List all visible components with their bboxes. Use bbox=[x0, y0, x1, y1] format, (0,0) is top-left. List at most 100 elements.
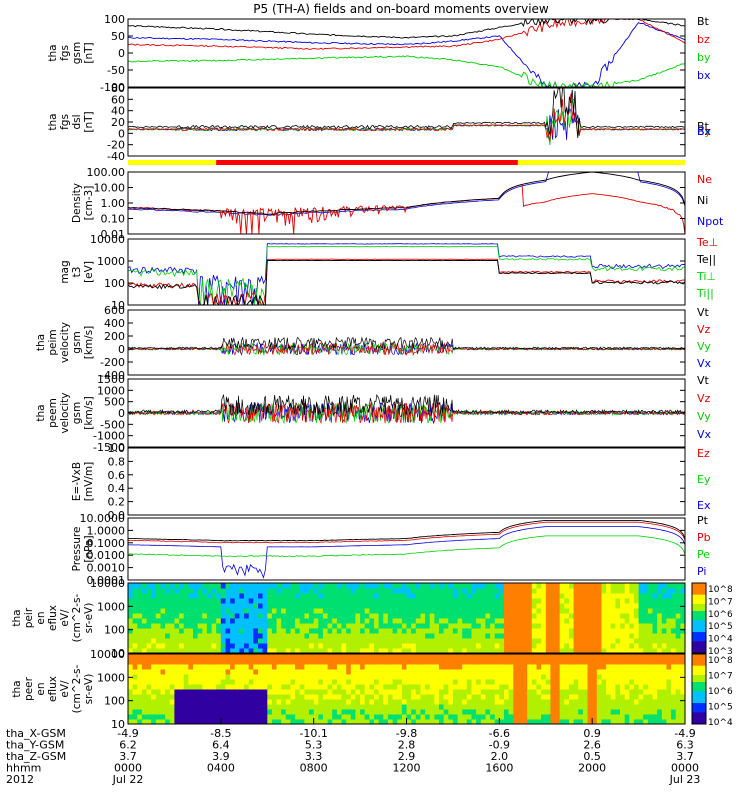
spectrogram-cell bbox=[188, 608, 194, 614]
spectrogram-cell bbox=[132, 638, 138, 644]
spectrogram-cell bbox=[193, 613, 199, 619]
spectrogram-cell bbox=[485, 588, 491, 594]
spectrogram-cell bbox=[364, 714, 370, 720]
spectrogram-cell bbox=[202, 618, 208, 624]
panel-plot-area bbox=[128, 336, 685, 357]
spectrogram-cell bbox=[601, 654, 607, 660]
x-label-y: 5.3 bbox=[305, 739, 323, 752]
spectrogram-cell bbox=[253, 648, 259, 653]
spectrogram-cell bbox=[439, 704, 445, 710]
spectrogram-cell bbox=[165, 664, 171, 670]
spectrogram-cell bbox=[267, 669, 273, 675]
spectrogram-cell bbox=[397, 643, 403, 649]
spectrogram-cell bbox=[522, 618, 528, 624]
spectrogram-cell bbox=[387, 643, 393, 649]
spectrogram-cell bbox=[244, 714, 250, 720]
spectrogram-cell bbox=[276, 694, 282, 700]
spectrogram-cell bbox=[336, 648, 342, 653]
spectrogram-cell bbox=[452, 704, 458, 710]
spectrogram-cell bbox=[383, 689, 389, 695]
spectrogram-cell bbox=[234, 684, 240, 690]
spectrogram-cell bbox=[132, 719, 138, 724]
spectrogram-cell bbox=[545, 608, 551, 614]
spectrogram-cell bbox=[392, 628, 398, 634]
spectrogram-cell bbox=[295, 593, 301, 599]
spectrogram-cell bbox=[624, 628, 630, 634]
spectrogram-cell bbox=[206, 628, 212, 634]
spectrogram-cell bbox=[290, 674, 296, 680]
spectrogram-cell bbox=[276, 588, 282, 594]
spectrogram-cell bbox=[262, 709, 268, 715]
spectrogram-cell bbox=[559, 583, 565, 589]
spectrogram-cell bbox=[295, 684, 301, 690]
spectrogram-cell bbox=[220, 684, 226, 690]
spectrogram-cell bbox=[360, 714, 366, 720]
spectrogram-cell bbox=[531, 618, 537, 624]
spectrogram-cell bbox=[462, 628, 468, 634]
y-tick-label: 600 bbox=[104, 304, 125, 317]
spectrogram-cell bbox=[601, 643, 607, 649]
spectrogram-cell bbox=[411, 684, 417, 690]
spectrogram-cell bbox=[179, 608, 185, 614]
spectrogram-cell bbox=[545, 694, 551, 700]
spectrogram-cell bbox=[327, 694, 333, 700]
spectrogram-cell bbox=[202, 659, 208, 665]
spectrogram-cell bbox=[169, 684, 175, 690]
spectrogram-cell bbox=[313, 638, 319, 644]
spectrogram-cell bbox=[527, 618, 533, 624]
spectrogram-cell bbox=[671, 684, 677, 690]
spectrogram-cell bbox=[322, 719, 328, 724]
spectrogram-cell bbox=[197, 628, 203, 634]
spectrogram-cell bbox=[666, 659, 672, 665]
spectrogram-cell bbox=[592, 719, 598, 724]
spectrogram-cell bbox=[666, 603, 672, 609]
spectrogram-cell bbox=[592, 684, 598, 690]
x-label-time: 0000 bbox=[114, 762, 142, 775]
spectrogram-cell bbox=[332, 628, 338, 634]
spectrogram-cell bbox=[336, 588, 342, 594]
spectrogram-cell bbox=[155, 618, 161, 624]
spectrogram-cell bbox=[406, 618, 412, 624]
spectrogram-cell bbox=[457, 628, 463, 634]
spectrogram-cell bbox=[271, 648, 277, 653]
spectrogram-cell bbox=[513, 684, 519, 690]
spectrogram-cell bbox=[137, 643, 143, 649]
spectrogram-cell bbox=[425, 704, 431, 710]
spectrogram-cell bbox=[360, 613, 366, 619]
spectrogram-cell bbox=[304, 684, 310, 690]
spectrogram-cell bbox=[573, 643, 579, 649]
spectrogram-cell bbox=[661, 633, 667, 639]
spectrogram-cell bbox=[179, 643, 185, 649]
spectrogram-cell bbox=[647, 654, 653, 660]
spectrogram-cell bbox=[415, 618, 421, 624]
spectrogram-cell bbox=[132, 608, 138, 614]
spectrogram-cell bbox=[587, 654, 593, 660]
fgs-dsl-series bbox=[128, 98, 685, 146]
spectrogram-cell bbox=[666, 694, 672, 700]
x-row-label: tha_X-GSM bbox=[6, 727, 66, 740]
spectrogram-cell bbox=[513, 709, 519, 715]
x-label-date: Jul 23 bbox=[669, 773, 701, 786]
spectrogram-cell bbox=[606, 694, 612, 700]
spectrogram-cell bbox=[429, 593, 435, 599]
spectrogram-cell bbox=[652, 674, 658, 680]
spectrogram-cell bbox=[155, 583, 161, 589]
spectrogram-cell bbox=[638, 669, 644, 675]
spectrogram-cell bbox=[531, 593, 537, 599]
spectrogram-cell bbox=[183, 709, 189, 715]
spectrogram-cell bbox=[452, 659, 458, 665]
spectrogram-cell bbox=[141, 719, 147, 724]
y-tick-label: 0.0100 bbox=[87, 549, 126, 562]
x-label-x: 0.9 bbox=[583, 727, 601, 740]
spectrogram-cell bbox=[211, 689, 217, 695]
spectrogram-cell bbox=[582, 598, 588, 604]
spectrogram-cell bbox=[295, 719, 301, 724]
spectrogram-cell bbox=[629, 704, 635, 710]
spectrogram-cell bbox=[531, 659, 537, 665]
spectrogram-cell bbox=[448, 633, 454, 639]
spectrogram-cell bbox=[387, 709, 393, 715]
spectrogram-cell bbox=[643, 638, 649, 644]
spectrogram-cell bbox=[267, 593, 273, 599]
spectrogram-cell bbox=[610, 638, 616, 644]
colorbar: 10^810^710^610^510^4 bbox=[691, 653, 733, 728]
